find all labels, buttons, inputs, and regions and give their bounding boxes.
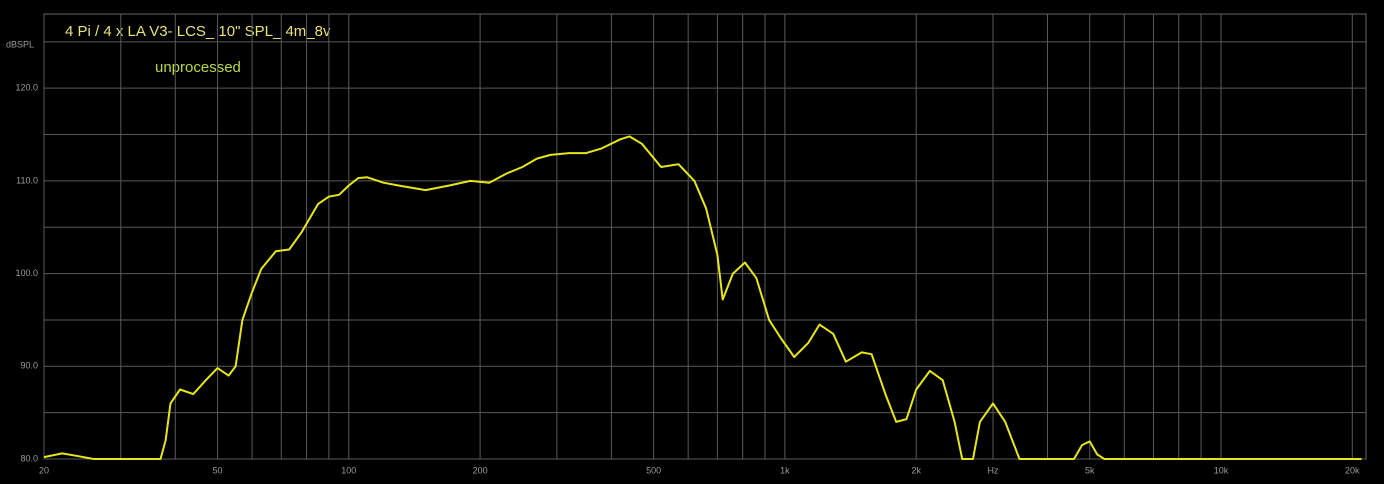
y-axis-label: dBSPL: [6, 39, 34, 49]
x-tick-label: 500: [646, 465, 661, 475]
y-tick-label: 110.0: [16, 175, 38, 185]
x-tick-label: Hz: [987, 465, 998, 475]
x-tick-label: 10k: [1214, 465, 1229, 475]
x-tick-label: 5k: [1085, 465, 1095, 475]
chart-title: 4 Pi / 4 x LA V3- LCS_ 10" SPL_ 4m_8v: [65, 23, 331, 40]
x-tick-label: 200: [473, 465, 488, 475]
x-tick-label: 1k: [780, 465, 790, 475]
x-tick-label: 50: [213, 465, 223, 475]
x-tick-label: 20: [39, 465, 49, 475]
y-tick-label: 120.0: [15, 83, 38, 93]
y-tick-label: 100.0: [15, 268, 38, 278]
chart-subtitle: unprocessed: [155, 59, 241, 76]
x-tick-label: 2k: [911, 465, 921, 475]
y-tick-label: 90.0: [20, 361, 38, 371]
x-tick-label: 100: [341, 465, 356, 475]
response-line: [43, 135, 1362, 460]
y-tick-label: 80.0: [20, 453, 38, 463]
x-tick-label: 20k: [1345, 465, 1360, 475]
